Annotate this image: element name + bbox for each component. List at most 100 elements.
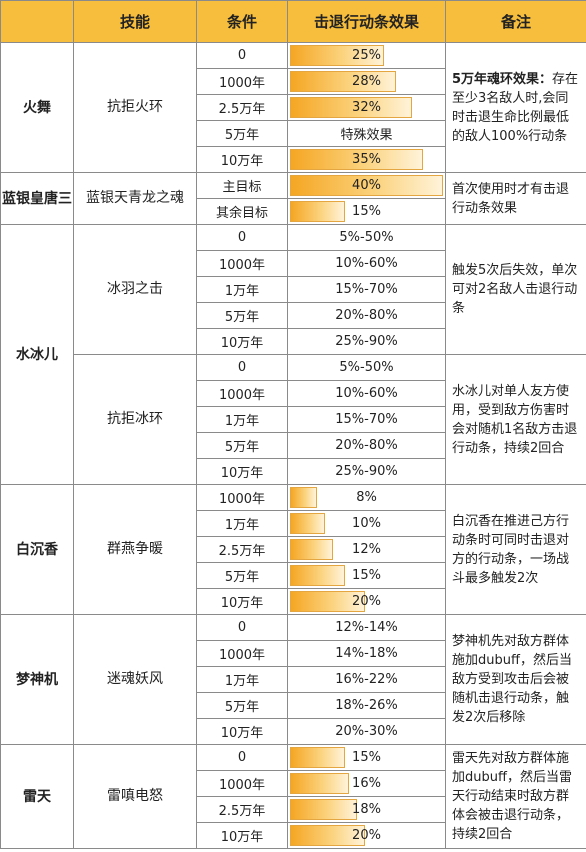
effect-bar — [290, 539, 334, 560]
effect-cell: 12%-14% — [287, 614, 446, 641]
condition-cell: 1000年 — [196, 250, 288, 277]
header-skill: 技能 — [73, 0, 197, 43]
condition-cell: 1000年 — [196, 484, 288, 511]
condition-cell: 1万年 — [196, 666, 288, 693]
table-row: 5万年 20%-80% — [1, 432, 586, 459]
effect-bar — [290, 799, 357, 820]
condition-cell: 2.5万年 — [196, 796, 288, 823]
effect-bar — [290, 175, 443, 196]
condition-cell: 5万年 — [196, 692, 288, 719]
effect-cell: 25%-90% — [287, 458, 446, 485]
condition-cell: 0 — [196, 224, 288, 251]
effect-cell: 20%-30% — [287, 718, 446, 745]
effect-cell: 18%-26% — [287, 692, 446, 719]
condition-cell: 10万年 — [196, 458, 288, 485]
effect-cell: 20%-80% — [287, 302, 446, 329]
effect-cell: 15%-70% — [287, 276, 446, 303]
effect-cell: 5%-50% — [287, 354, 446, 381]
condition-cell: 10万年 — [196, 146, 288, 173]
effect-cell: 25% — [287, 42, 446, 69]
effect-bar — [290, 97, 412, 118]
condition-cell: 主目标 — [196, 172, 288, 199]
header-condition: 条件 — [196, 0, 288, 43]
table-row: 水冰儿 冰羽之击 0 5%-50% 触发5次后失效，单次可对2名敌人击退行动条 — [0, 224, 586, 485]
hero-name: 梦神机 — [0, 614, 74, 745]
effect-cell: 10% — [287, 510, 446, 537]
condition-cell: 2.5万年 — [196, 536, 288, 563]
effect-bar — [290, 45, 385, 66]
skill-name: 群燕争暖 — [73, 484, 197, 615]
table-row: 1万年 15%-70% — [1, 406, 586, 433]
effect-cell: 10%-60% — [287, 380, 446, 407]
effect-cell: 20% — [287, 588, 446, 615]
table-row: 1000年 16% — [1, 770, 586, 797]
condition-cell: 0 — [196, 354, 288, 381]
header-note: 备注 — [445, 0, 586, 43]
skill-name: 雷嗔电怒 — [73, 744, 197, 849]
effect-cell: 15% — [287, 198, 446, 225]
effect-cell: 8% — [287, 484, 446, 511]
note-text: 存在至少3名敌人时,会同时击退生命比例最低的敌人100%行动条 — [452, 71, 579, 144]
table-row: 其余目标 15% — [1, 198, 586, 225]
header-effect: 击退行动条效果 — [287, 0, 446, 43]
table-row: 1000年 10%-60% — [1, 250, 586, 277]
effect-cell: 15%-70% — [287, 406, 446, 433]
condition-cell: 5万年 — [196, 302, 288, 329]
condition-cell: 10万年 — [196, 328, 288, 355]
effect-bar — [290, 825, 365, 846]
table-row: 1000年 28% — [1, 68, 586, 95]
table-row: 1万年 16%-22% — [1, 666, 586, 693]
table-row: 5万年 18%-26% — [1, 692, 586, 719]
table-row: 白沉香 群燕争暖 1000年 8% 白沉香在推进己方行动条时可同时击退对方的行动… — [0, 484, 586, 615]
skill-name: 抗拒冰环 — [73, 354, 197, 485]
note-cell: 白沉香在推进己方行动条时可同时击退对方的行动条，一场战斗最多触发2次 — [445, 484, 586, 615]
note-cell: 雷天先对敌方群体施加dubuff，然后当雷天行动结束时敌方群体会被击退行动条，持… — [445, 744, 586, 849]
table-row: 梦神机 迷魂妖风 0 12%-14% 梦神机先对敌方群体施加dubuff，然后当… — [0, 614, 586, 745]
table-row: 抗拒冰环 0 5%-50% 水冰儿对单人友方使用，受到敌方伤害时会对随机1名敌方… — [1, 354, 586, 485]
condition-cell: 2.5万年 — [196, 94, 288, 121]
header-row: 技能 条件 击退行动条效果 备注 — [0, 0, 586, 43]
effect-cell: 10%-60% — [287, 250, 446, 277]
condition-cell: 1000年 — [196, 770, 288, 797]
condition-cell: 1万年 — [196, 510, 288, 537]
effect-cell: 特殊效果 — [287, 120, 446, 147]
effect-cell: 16% — [287, 770, 446, 797]
table-row: 火舞 抗拒火环 0 25% 5万年魂环效果：存在至少3名敌人时,会同时击退生命比… — [0, 42, 586, 173]
table-row: 10万年 20% — [1, 822, 586, 849]
effect-bar — [290, 747, 345, 768]
table-row: 1000年 10%-60% — [1, 380, 586, 407]
note-cell: 首次使用时才有击退行动条效果 — [445, 172, 586, 225]
table-row: 10万年 35% — [1, 146, 586, 173]
condition-cell: 0 — [196, 614, 288, 641]
effect-bar — [290, 487, 318, 508]
condition-cell: 5万年 — [196, 432, 288, 459]
effect-cell: 20% — [287, 822, 446, 849]
hero-name: 蓝银皇唐三 — [0, 172, 74, 225]
table-row: 雷天 雷嗔电怒 0 15% 雷天先对敌方群体施加dubuff，然后当雷天行动结束… — [0, 744, 586, 849]
condition-cell: 1000年 — [196, 68, 288, 95]
effect-bar — [290, 71, 396, 92]
skill-name: 冰羽之击 — [73, 224, 197, 355]
hero-name: 火舞 — [0, 42, 74, 173]
note-cell: 触发5次后失效，单次可对2名敌人击退行动条 — [445, 224, 586, 355]
table-row: 蓝银皇唐三 蓝银天青龙之魂 主目标 40% 首次使用时才有击退行动条效果 — [0, 172, 586, 225]
skill-name: 抗拒火环 — [73, 42, 197, 173]
condition-cell: 1000年 — [196, 640, 288, 667]
effect-cell: 14%-18% — [287, 640, 446, 667]
effect-bar — [290, 149, 424, 170]
table-row: 2.5万年 12% — [1, 536, 586, 563]
hero-name: 水冰儿 — [0, 224, 74, 485]
effect-cell: 32% — [287, 94, 446, 121]
effect-bar — [290, 513, 326, 534]
note-cell: 5万年魂环效果：存在至少3名敌人时,会同时击退生命比例最低的敌人100%行动条 — [445, 42, 586, 173]
table-row: 2.5万年 32% — [1, 94, 586, 121]
effect-cell: 16%-22% — [287, 666, 446, 693]
table-row: 10万年 25%-90% — [1, 328, 586, 355]
effect-bar — [290, 565, 345, 586]
effect-cell: 28% — [287, 68, 446, 95]
condition-cell: 5万年 — [196, 562, 288, 589]
effect-cell: 40% — [287, 172, 446, 199]
effect-cell: 18% — [287, 796, 446, 823]
effect-cell: 12% — [287, 536, 446, 563]
effect-bar — [290, 201, 345, 222]
